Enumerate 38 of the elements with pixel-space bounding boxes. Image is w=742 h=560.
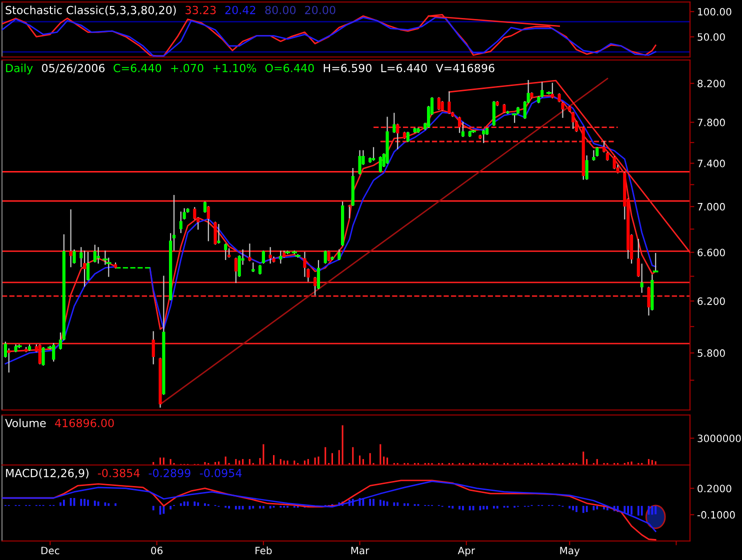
annotation: +1.10%	[213, 64, 256, 72]
y-tick-label: 3000000	[698, 434, 741, 442]
chart-title: Daily	[6, 64, 33, 74]
annotation: O=6.440	[265, 64, 314, 72]
y-tick-label: 6.600	[698, 248, 725, 256]
y-tick-label: 0.2000	[698, 484, 732, 492]
y-tick-label: 7.400	[698, 160, 725, 168]
x-tick-label: Apr	[458, 546, 476, 556]
annotation: +.070	[171, 64, 204, 72]
annotation: -0.0954	[200, 468, 242, 478]
y-tick-label: 50.00	[698, 33, 725, 41]
x-tick-label: 06	[151, 546, 163, 554]
annotation: -0.2899	[148, 468, 190, 478]
annotation: -0.3854	[98, 468, 140, 478]
annotation: V=416896	[436, 64, 494, 72]
annotation: C=6.440	[114, 64, 162, 72]
x-tick-label: Mar	[351, 546, 370, 554]
y-tick-label: 6.200	[698, 297, 725, 305]
y-tick-label: 5.800	[698, 349, 725, 357]
y-tick-label: 7.000	[698, 202, 725, 210]
x-tick-label: May	[560, 546, 580, 556]
annotation: L=6.440	[381, 64, 427, 72]
x-tick-label: Feb	[256, 546, 272, 554]
annotation: 05/26/2006	[42, 64, 105, 74]
chart-title: MACD(12,26,9)	[6, 468, 88, 479]
annotation: 80.00	[265, 6, 296, 14]
annotation: H=6.590	[324, 64, 372, 72]
chart-title: Volume	[5, 418, 46, 428]
y-tick-label: 8.200	[698, 80, 725, 88]
y-tick-label: -0.1000	[697, 511, 735, 519]
annotation: 416896.00	[55, 418, 114, 428]
chart-title: Stochastic Classic(5,3,3,80,20)	[6, 6, 176, 16]
annotation: 33.23	[186, 6, 216, 14]
annotation: 20.42	[225, 6, 256, 14]
annotation: 20.00	[305, 6, 336, 14]
x-tick-label: Dec	[41, 546, 60, 554]
y-tick-label: 7.800	[698, 118, 725, 126]
y-tick-label: 100.00	[698, 8, 732, 16]
